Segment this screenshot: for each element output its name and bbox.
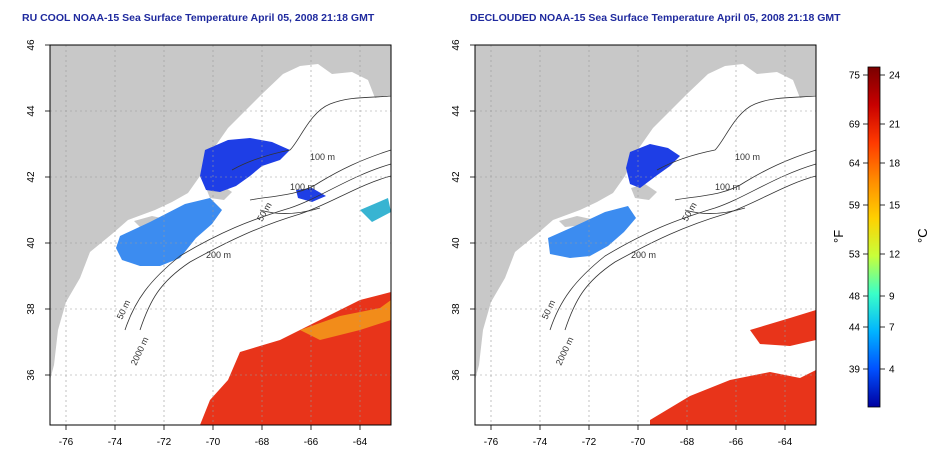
right-sst-patches bbox=[548, 144, 816, 425]
x-tick-label: -72 bbox=[157, 437, 172, 448]
right-map-title: DECLOUDED NOAA-15 Sea Surface Temperatur… bbox=[470, 12, 841, 24]
left-sst-gulf-stream-edge bbox=[300, 300, 391, 340]
left-contour-100b bbox=[249, 149, 392, 201]
x-tick-label: -64 bbox=[778, 437, 793, 448]
left-contour-2000 bbox=[139, 175, 392, 331]
x-tick-label: -66 bbox=[304, 437, 319, 448]
right-land-coast bbox=[475, 45, 816, 380]
x-tick-label: -76 bbox=[484, 437, 499, 448]
colorbar-f-tick-label: 44 bbox=[849, 323, 861, 334]
colorbar-celsius-label: °C bbox=[915, 228, 930, 243]
left-land-coast bbox=[50, 45, 391, 380]
y-tick-label: 38 bbox=[451, 303, 462, 315]
left-sst-shelf bbox=[116, 198, 222, 266]
right-land-cape bbox=[631, 184, 657, 200]
right-contour-100b bbox=[674, 149, 817, 201]
x-tick-label: -74 bbox=[108, 437, 123, 448]
colorbar-c-tick-label: 4 bbox=[889, 365, 895, 376]
left-map-title: RU COOL NOAA-15 Sea Surface Temperature … bbox=[22, 12, 375, 24]
left-contour-50 bbox=[259, 207, 321, 214]
left-contour-label: 100 m bbox=[310, 152, 335, 162]
left-contour-label: 100 m bbox=[290, 182, 315, 192]
y-tick-label: 38 bbox=[26, 303, 37, 315]
colorbar-f-tick-label: 64 bbox=[849, 159, 861, 170]
right-sst-gulf-of-maine bbox=[626, 144, 680, 188]
left-sst-gulf-of-maine bbox=[200, 138, 290, 192]
left-contour-label: 200 m bbox=[206, 250, 231, 260]
left-contour-100 bbox=[231, 95, 392, 171]
colorbar-fahrenheit-label: °F bbox=[831, 230, 846, 243]
left-bathymetry bbox=[124, 95, 392, 331]
x-tick-label: -70 bbox=[206, 437, 221, 448]
y-tick-label: 42 bbox=[26, 171, 37, 183]
left-sst-offshore bbox=[360, 198, 391, 222]
right-contour-2000 bbox=[564, 175, 817, 331]
colorbar-f-tick-label: 59 bbox=[849, 201, 861, 212]
right-map-grid bbox=[475, 45, 816, 425]
colorbar-f-tick-label: 69 bbox=[849, 120, 861, 131]
right-sst-warm-patch bbox=[750, 310, 816, 346]
right-map-frame bbox=[474, 44, 817, 426]
temperature-colorbar: 75 69 64 59 53 48 44 39 24 21 18 15 12 9 7 4 °F °C bbox=[831, 66, 930, 408]
left-contour-200 bbox=[124, 163, 392, 331]
colorbar-ramp bbox=[867, 66, 881, 408]
x-tick-label: -70 bbox=[631, 437, 646, 448]
colorbar-f-tick-label: 75 bbox=[849, 71, 861, 82]
colorbar-ticks: 75 69 64 59 53 48 44 39 24 21 18 15 12 9 7 4 bbox=[849, 71, 901, 376]
y-tick-label: 42 bbox=[451, 171, 462, 183]
right-sst-shelf bbox=[548, 206, 636, 258]
colorbar-f-tick-label: 53 bbox=[849, 250, 861, 261]
x-tick-label: -64 bbox=[353, 437, 368, 448]
right-contour-50 bbox=[684, 207, 746, 214]
right-map-ticks: -76 -74 -72 -70 -68 -66 -64 46 44 42 40 38 36 bbox=[451, 39, 793, 448]
right-contour-100 bbox=[656, 95, 817, 171]
colorbar-c-tick-label: 21 bbox=[889, 120, 901, 131]
left-map-panel: 100 m 100 m 50 m 200 m 50 m 2000 m -76 -7… bbox=[26, 39, 392, 448]
colorbar-c-tick-label: 7 bbox=[889, 323, 895, 334]
y-tick-label: 44 bbox=[26, 105, 37, 117]
right-map-panel: 100 m 100 m 50 m 200 m 50 m 2000 m -76 -7… bbox=[451, 39, 817, 448]
x-tick-label: -76 bbox=[59, 437, 74, 448]
y-tick-label: 36 bbox=[451, 369, 462, 381]
colorbar-c-tick-label: 15 bbox=[889, 201, 901, 212]
right-contour-label: 100 m bbox=[715, 182, 740, 192]
right-contour-label: 200 m bbox=[631, 250, 656, 260]
colorbar-f-tick-label: 39 bbox=[849, 365, 861, 376]
right-sst-gulf-stream bbox=[650, 370, 816, 425]
right-contour-200 bbox=[549, 163, 817, 331]
left-map-frame bbox=[49, 44, 392, 426]
y-tick-label: 40 bbox=[26, 237, 37, 249]
colorbar-c-tick-label: 24 bbox=[889, 71, 901, 82]
colorbar-c-tick-label: 9 bbox=[889, 292, 895, 303]
y-tick-label: 40 bbox=[451, 237, 462, 249]
y-tick-label: 36 bbox=[26, 369, 37, 381]
x-tick-label: -68 bbox=[255, 437, 270, 448]
y-tick-label: 46 bbox=[451, 39, 462, 51]
right-contour-label: 100 m bbox=[735, 152, 760, 162]
x-tick-label: -74 bbox=[533, 437, 548, 448]
y-tick-label: 46 bbox=[26, 39, 37, 51]
colorbar-c-tick-label: 18 bbox=[889, 159, 901, 170]
y-tick-label: 44 bbox=[451, 105, 462, 117]
x-tick-label: -68 bbox=[680, 437, 695, 448]
colorbar-f-tick-label: 48 bbox=[849, 292, 861, 303]
x-tick-label: -72 bbox=[582, 437, 597, 448]
colorbar-c-tick-label: 12 bbox=[889, 250, 901, 261]
x-tick-label: -66 bbox=[729, 437, 744, 448]
left-map-grid bbox=[50, 45, 391, 425]
right-bathymetry bbox=[549, 95, 817, 331]
left-map-ticks: -76 -74 -72 -70 -68 -66 -64 46 44 42 40 38 36 bbox=[26, 39, 368, 448]
